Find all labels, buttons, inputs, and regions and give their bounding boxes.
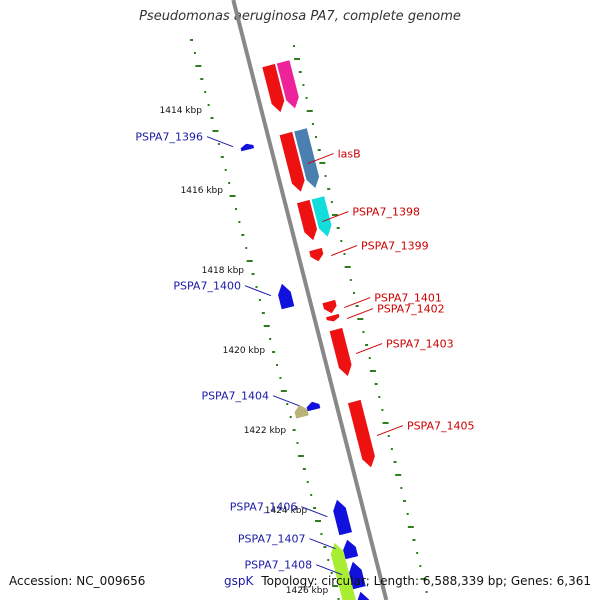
kbp-marker-label: 1424 kbp	[265, 506, 308, 516]
pspa7_1400-gene-block	[278, 283, 295, 310]
pspa7_1405-leader-line	[376, 425, 404, 437]
pspa7_1405-gene-label: PSPA7_1405	[407, 420, 475, 433]
kbp-marker-label: 1418 kbp	[202, 266, 245, 276]
pspa7_1396-gene-block	[240, 143, 254, 152]
pspa7_1401-gene-block	[322, 299, 337, 314]
lasb-gene-label: lasB	[338, 148, 361, 161]
backbone-line	[231, 0, 389, 600]
pspa7_1403-gene-block	[329, 327, 352, 377]
map-title: Pseudomonas aeruginosa PA7, complete gen…	[139, 9, 461, 24]
pspa7_1408-gene-label: PSPA7_1408	[245, 559, 313, 572]
gspk-label: gspK	[224, 574, 254, 588]
pspa7_1400-leader-line	[244, 285, 272, 297]
pspa7_1398-leader-line	[322, 211, 349, 223]
pspa7_1396-gene-label: PSPA7_1396	[135, 131, 203, 144]
pspa7_1406-leader-line	[301, 506, 328, 518]
pspa7_1408-leader-line	[315, 564, 343, 576]
pspa7_1396-leader-line	[206, 136, 234, 148]
pspa7_1407-gene-label: PSPA7_1407	[238, 533, 306, 546]
pspa7_1401-gene-label: PSPA7_1401	[374, 292, 442, 305]
pspa7_1403-gene-label: PSPA7_1403	[386, 338, 454, 351]
pspa7_1402-gene-block	[326, 313, 340, 322]
kbp-marker-label: 1416 kbp	[181, 186, 224, 196]
pspa7_1406-gene-label: PSPA7_1406	[230, 501, 298, 514]
pspa7_1404-leader-line	[272, 395, 300, 407]
pspa7_1404-gene-label: PSPA7_1404	[201, 390, 269, 403]
unnamed-gene-block	[294, 404, 309, 419]
pspa7_1399-gene-block	[309, 247, 324, 262]
unnamed-gene-block	[311, 196, 332, 237]
pspa7_1403-leader-line	[355, 343, 383, 355]
pspa7_1398-gene-block	[297, 199, 317, 241]
pspa7_1400-gene-label: PSPA7_1400	[173, 280, 241, 293]
lasb-gene-block	[279, 131, 305, 192]
kbp-marker-label: 1414 kbp	[160, 106, 203, 116]
pspa7_1406-gene-block	[333, 499, 352, 536]
lasb-leader-line	[307, 153, 334, 165]
unnamed-gene-block	[262, 63, 285, 113]
pspa7_1402-gene-label: PSPA7_1402	[377, 303, 445, 316]
kbp-marker-label: 1422 kbp	[244, 426, 287, 436]
unnamed-gene-block	[276, 60, 299, 109]
unnamed-gene-block	[357, 591, 370, 600]
kbp-marker-label: 1426 kbp	[286, 586, 329, 596]
pspa7_1401-leader-line	[344, 297, 371, 309]
kbp-marker-label: 1420 kbp	[223, 346, 266, 356]
pspa7_1407-leader-line	[309, 538, 336, 550]
pspa7_1404-gene-block	[306, 401, 321, 412]
topology-text: Topology: circular; Length: 6,588,339 bp…	[261, 574, 591, 588]
pspa7_1399-leader-line	[330, 245, 358, 257]
unnamed-gene-block	[294, 128, 320, 188]
pspa7_1408-gene-block	[349, 561, 366, 590]
unnamed-gene-block	[330, 542, 356, 600]
pspa7_1407-gene-block	[343, 539, 359, 560]
pspa7_1398-gene-label: PSPA7_1398	[352, 206, 420, 219]
pspa7_1405-gene-block	[348, 399, 375, 468]
accession-text: Accession: NC_009656	[9, 574, 146, 588]
pspa7_1402-leader-line	[346, 308, 374, 320]
pspa7_1399-gene-label: PSPA7_1399	[361, 240, 429, 253]
